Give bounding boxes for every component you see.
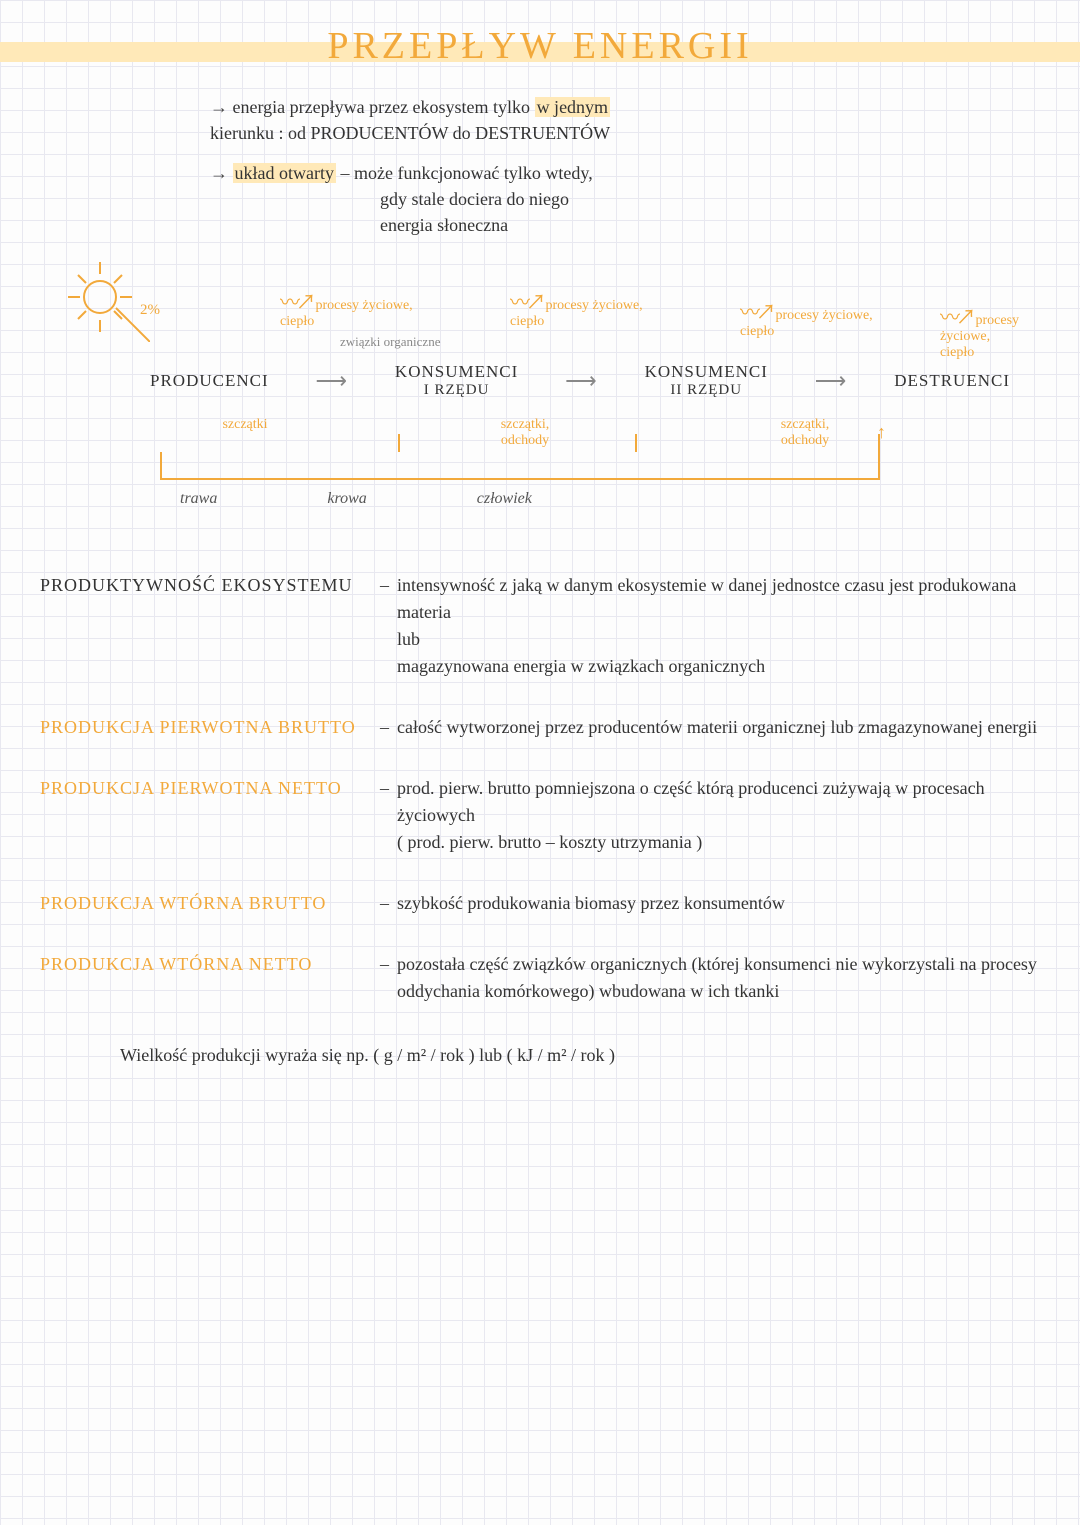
term: PRODUKCJA WTÓRNA NETTO [40, 951, 380, 978]
energy-flow-diagram: 2% 〰↗ procesy życiowe, ciepło 〰↗ procesy… [40, 252, 1040, 512]
intro-2-hl: układ otwarty [233, 163, 336, 183]
arrow-icon: ⟶ [563, 368, 600, 394]
proc-1: 〰↗ procesy życiowe, ciepło [280, 292, 413, 329]
example-3: człowiek [477, 490, 532, 508]
desc: prod. pierw. brutto pomniejszona o część… [397, 775, 1040, 856]
intro-2a: – może funkcjonować tylko wtedy, [340, 163, 592, 183]
desc: pozostała część związków organicznych (k… [397, 951, 1040, 1005]
term: PRODUKCJA PIERWOTNA BRUTTO [40, 714, 380, 741]
example-1: trawa [180, 490, 217, 508]
proc-3: 〰↗ procesy życiowe, ciepło [740, 302, 873, 339]
sun-icon [60, 252, 150, 342]
node-producers: PRODUCENCI [150, 371, 269, 391]
definitions-block: PRODUKTYWNOŚĆ EKOSYSTEMU – intensywność … [40, 572, 1040, 1005]
def-secondary-net: PRODUKCJA WTÓRNA NETTO – pozostała część… [40, 951, 1040, 1005]
remains-bracket: ↑ [160, 452, 880, 480]
arrow-up-icon: ↑ [877, 422, 886, 443]
example-2: krowa [327, 490, 366, 508]
proc-4: 〰↗ procesy życiowe, ciepło [940, 307, 1040, 360]
arrow-icon: ⟶ [314, 368, 351, 394]
arrow-icon: ⟶ [813, 368, 850, 394]
def-primary-net: PRODUKCJA PIERWOTNA NETTO – prod. pierw.… [40, 775, 1040, 856]
def-primary-gross: PRODUKCJA PIERWOTNA BRUTTO – całość wytw… [40, 714, 1040, 741]
node-destruents: DESTRUENCI [894, 371, 1010, 391]
remains-row: szczątki szczątki, odchody szczątki, odc… [160, 417, 890, 449]
def-productivity: PRODUKTYWNOŚĆ EKOSYSTEMU – intensywność … [40, 572, 1040, 680]
def-secondary-gross: PRODUKCJA WTÓRNA BRUTTO – szybkość produ… [40, 890, 1040, 917]
page-title: PRZEPŁYW ENERGII [40, 24, 1040, 68]
squiggle-icon: 〰↗ [510, 292, 542, 314]
trophic-chain: PRODUCENCI ⟶ KONSUMENCI I RZĘDU ⟶ KONSUM… [150, 362, 1010, 399]
intro-2c: energia słoneczna [380, 215, 508, 235]
compounds-label: związki organiczne [340, 334, 440, 350]
examples-row: trawa krowa człowiek [180, 490, 532, 508]
squiggle-icon: 〰↗ [280, 292, 312, 314]
squiggle-icon: 〰↗ [740, 302, 772, 324]
term: PRODUKTYWNOŚĆ EKOSYSTEMU [40, 572, 380, 599]
intro-block: energia przepływa przez ekosystem tylko … [210, 94, 1040, 238]
sun-percent: 2% [140, 302, 160, 319]
remains-3: szczątki, odchody [720, 417, 890, 449]
term: PRODUKCJA WTÓRNA BRUTTO [40, 890, 380, 917]
remains-1: szczątki [160, 417, 330, 449]
intro-2b: gdy stale dociera do niego [380, 189, 569, 209]
footer-units: Wielkość produkcji wyraża się np. ( g / … [120, 1045, 1040, 1066]
intro-line-1: energia przepływa przez ekosystem tylko … [210, 94, 930, 146]
term: PRODUKCJA PIERWOTNA NETTO [40, 775, 380, 802]
desc: całość wytworzonej przez producentów mat… [397, 714, 1040, 741]
intro-1-hl: w jednym [535, 97, 611, 117]
intro-1a: energia przepływa przez ekosystem tylko [233, 97, 535, 117]
proc-2: 〰↗ procesy życiowe, ciepło [510, 292, 643, 329]
squiggle-icon: 〰↗ [940, 307, 972, 329]
intro-1b: kierunku : od PRODUCENTÓW do DESTRUENTÓW [210, 123, 610, 143]
node-consumers-1: KONSUMENCI I RZĘDU [395, 362, 518, 399]
remains-2: szczątki, odchody [440, 417, 610, 449]
node-consumers-2: KONSUMENCI II RZĘDU [645, 362, 768, 399]
desc: intensywność z jaką w danym ekosystemie … [397, 572, 1040, 680]
intro-line-2: układ otwarty – może funkcjonować tylko … [210, 160, 930, 238]
desc: szybkość produkowania biomasy przez kons… [397, 890, 1040, 917]
